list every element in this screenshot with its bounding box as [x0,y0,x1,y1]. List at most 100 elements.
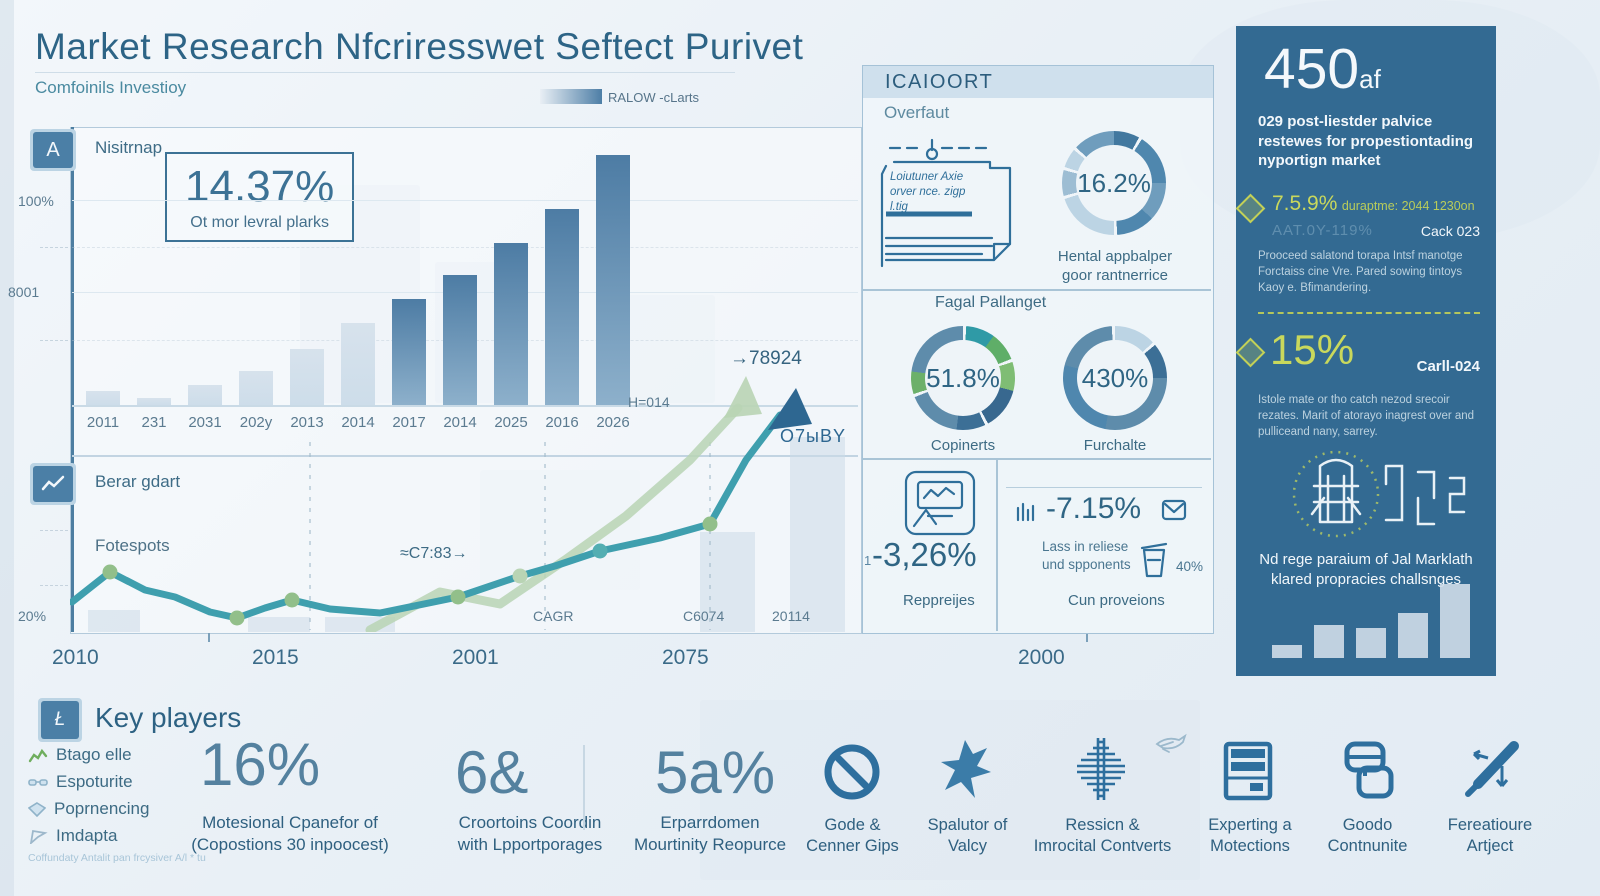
legend-label: RALOW -cLarts [608,90,700,105]
bar [443,275,477,405]
donut-copinerts-caption: Copinerts [930,437,996,454]
x-axis-2000: 2000 [1018,646,1065,669]
bar [290,349,324,405]
icon-caption: Fereatioure Artject [1447,816,1533,855]
highlight-callout: 14.37% Ot mor levral plarks [165,152,355,242]
stat-left-caption: Reppreijes [903,592,975,609]
sidebar-emblem-caption: Nd rege paraium of Jal Marklath klared p… [1259,551,1473,589]
sidebar-mini-bar [1398,613,1428,658]
bar-x-label: 2014 [341,414,375,431]
no-symbol-icon [824,744,880,800]
icon-caption: Spalutor of Valcy [927,816,1008,855]
y-tick-mid: 8001 [8,284,40,300]
mid-panel-subheader: Overfaut [884,103,950,122]
schematic-line [1006,487,1202,488]
key-players-icon-glyph: Ł [41,701,79,739]
x-axis-2010: 2010 [52,646,99,669]
bar-x-label: 2016 [545,414,579,431]
line-chart: ≈C7:83→ →78924 O7ыBY [70,348,846,632]
bar [137,398,171,405]
line-chart-shadow-bars [70,437,860,632]
bar-x-label: 2031 [188,414,222,431]
document-sketch-text: Loiutuner Axie orver nce. zigp l.tig [890,171,966,213]
x-axis-2001: 2001 [452,646,499,669]
sidebar-mini-bar [1440,584,1470,658]
bottom-stat-2-value: 6& [455,739,529,806]
footer-fineprint: Coffundaty Antalit pan frcysiver A/l * t… [28,852,206,864]
axis-tick [208,633,210,642]
page-title: Market Research Nfcriresswet Seftect Pur… [35,26,804,67]
shadow-column [248,617,310,632]
legend-gradient-bar [540,89,602,104]
player-item: Btago elle [28,745,132,765]
key-players-title: Key players [95,702,242,733]
line-series-tag: Fotespots [95,536,170,555]
svg-text:≈C7:83→: ≈C7:83→ [400,545,467,562]
mid-vertical-divider [996,458,998,631]
hatched-emblem-icon [1077,738,1125,800]
sidebar-emblem-icon [1292,450,1466,538]
callout-value: 14.37% [185,162,335,211]
bottom-stat-1-caption: Motesional Cpanefor of (Copostions 30 in… [191,813,389,855]
sidebar-stat2-body: Istole mate or tho catch nezod srecoir r… [1258,394,1475,439]
svg-text:→78924: →78924 [730,348,802,369]
sidebar-stat1-row: 7.5.9% duraptme: 2044 1230on [1272,192,1484,216]
bar [494,243,528,405]
c6074-label: C6074 [683,608,725,624]
stat-right-caption: Cun proveions [1068,592,1165,609]
monitor-chart-icon [904,470,976,536]
gridline [72,200,858,201]
sidebar-big-number: 450 [1264,37,1360,101]
svg-text:O7ыBY: O7ыBY [780,426,846,446]
server-icon [1223,741,1273,801]
y-dash [40,530,68,531]
donut-furchalte-value: 430% [1081,362,1149,393]
bottom-stat-2-caption: Croortoins Coordin with Lpportporages [457,813,603,855]
bar-x-label: 2013 [290,414,324,431]
bar-x-label: 2011 [86,414,120,431]
stat-left-pre: 1 [864,553,872,568]
line-section-title: Berar gdart [95,472,181,491]
h-label: H=014 [628,394,670,410]
bar [545,209,579,405]
y-tick-top: 100% [18,193,54,209]
bar-x-label: 2017 [392,414,426,431]
left-edge-strip [0,0,14,896]
bar-chart: 2011 231 2031 202y 2013 2014 2017 2014 2025 2016 2… [86,155,651,431]
fagal-pallanget-title: Fagal Pallanget [935,294,1047,311]
player-item: Poprnencing [28,799,149,819]
bar-x-label: 2014 [443,414,477,431]
player-label: Imdapta [56,826,118,845]
sidebar-stat2-right: Carll-024 [1416,358,1480,375]
line-chart-icon [30,463,76,505]
icon-caption: Goodo Contnunite [1327,816,1408,855]
diamond-gem-icon [28,801,46,817]
donut-furchalte: 430% [1063,326,1167,430]
watermark-shape [700,700,1200,880]
y-axis-line [71,127,74,632]
callout-caption: Ot mor levral plarks [190,214,329,231]
player-item: Imdapta [28,826,117,846]
cup-sketch-icon [1140,542,1168,578]
stacked-cards-icon [1344,741,1394,799]
title-underline [35,72,735,73]
bar [341,323,375,405]
bar-chart-icon-glyph: A [33,132,73,168]
donut-overfaut-value: 16.2% [1077,167,1151,198]
key-players-icon: Ł [38,698,82,742]
sidebar-mini-bar [1272,645,1302,658]
star-burst-icon [941,740,991,798]
glasses-icon [28,778,48,786]
marker-pen-icon [1465,741,1519,797]
cup-percentage: 40% [1176,559,1204,574]
y-tick-bottom: 20% [18,608,47,624]
section-divider [72,455,858,457]
bottom-divider [583,745,585,830]
sidebar-big-value: 450af [1264,36,1381,102]
sidebar-stat1-value: 7.5.9% [1272,192,1338,215]
bird-sketch-icon [1155,733,1187,753]
bar [596,155,630,405]
sidebar-big-suffix: af [1359,64,1381,94]
bar [188,385,222,405]
bar-section-title: Nisitrnap [95,138,163,157]
